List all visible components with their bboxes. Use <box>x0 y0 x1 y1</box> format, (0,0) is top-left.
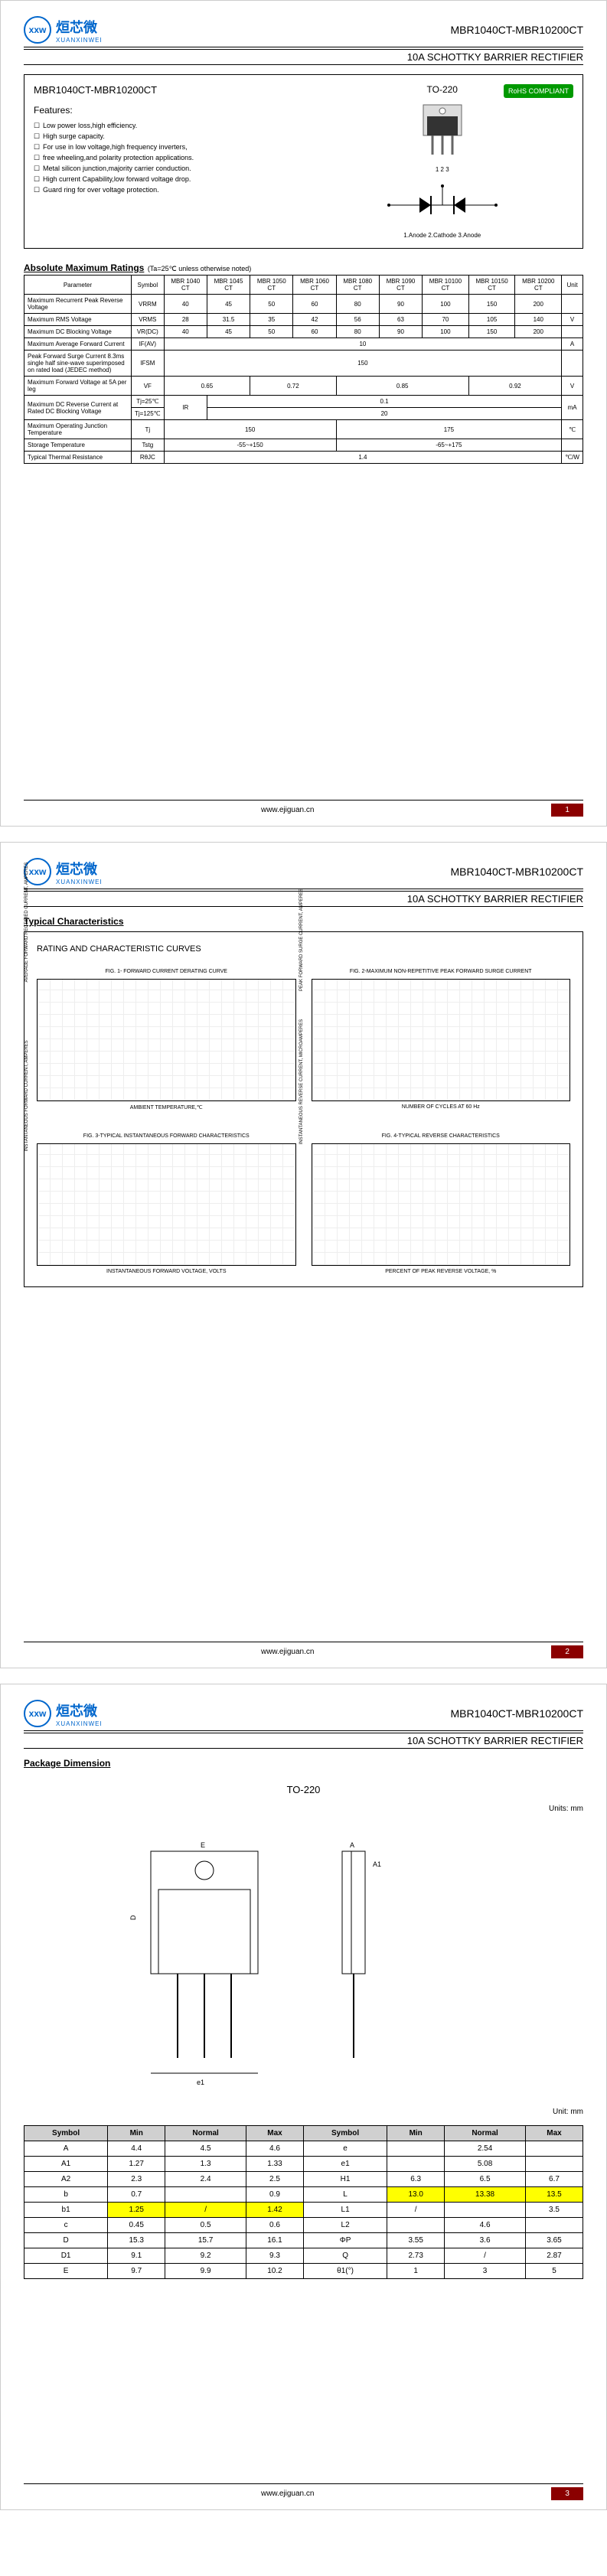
page-number: 3 <box>551 2487 583 2500</box>
features-heading: Features: <box>34 105 296 116</box>
chart: FIG. 2-MAXIMUM NON-REPETITIVE PEAK FORWA… <box>312 969 571 1110</box>
pin-numbers: 1 2 3 <box>312 166 574 173</box>
part-number: MBR1040CT-MBR10200CT <box>450 24 583 36</box>
header: xxw 烜芯微 XUANXINWEI MBR1040CT-MBR10200CT <box>24 1700 583 1731</box>
dimension-title: Package Dimension <box>24 1758 583 1769</box>
header: xxw 烜芯微 XUANXINWEI MBR1040CT-MBR10200CT <box>24 16 583 47</box>
footer: www.ejiguan.cn 1 <box>24 800 583 817</box>
feature-left: MBR1040CT-MBR10200CT Features: Low power… <box>34 84 296 239</box>
footer: www.ejiguan.cn 3 <box>24 2483 583 2500</box>
logo-en: XUANXINWEI <box>56 37 103 44</box>
chart: FIG. 3-TYPICAL INSTANTANEOUS FORWARD CHA… <box>37 1133 296 1274</box>
subtitle: 10A SCHOTTKY BARRIER RECTIFIER <box>24 49 583 65</box>
footer-url: www.ejiguan.cn <box>261 2490 314 2498</box>
features-list: Low power loss,high efficiency. High surg… <box>34 122 296 194</box>
logo-cn: 烜芯微 <box>56 17 103 37</box>
logo-text: 烜芯微 XUANXINWEI <box>56 17 103 44</box>
feature-item: free wheeling,and polarity protection ap… <box>34 154 296 161</box>
ratings-section: Absolute Maximum Ratings (Ta=25℃ unless … <box>24 261 583 464</box>
part-number: MBR1040CT-MBR10200CT <box>450 866 583 878</box>
logo-icon: xxw <box>24 16 51 44</box>
svg-text:E: E <box>201 1841 205 1849</box>
ratings-table: ParameterSymbolMBR 1040 CTMBR 1045 CTMBR… <box>24 275 583 464</box>
units-label: Units: mm <box>24 1805 583 1813</box>
feature-item: Metal silicon junction,majority carrier … <box>34 165 296 172</box>
to220-label: TO-220 <box>24 1784 583 1795</box>
logo: xxw 烜芯微 XUANXINWEI <box>24 858 103 885</box>
subtitle: 10A SCHOTTKY BARRIER RECTIFIER <box>24 1733 583 1749</box>
logo-icon: xxw <box>24 1700 51 1727</box>
svg-text:A1: A1 <box>373 1860 381 1868</box>
page-number: 1 <box>551 804 583 817</box>
svg-text:D: D <box>129 1915 137 1920</box>
feature-box: MBR1040CT-MBR10200CT Features: Low power… <box>24 74 583 249</box>
page-2: xxw 烜芯微 XUANXINWEI MBR1040CT-MBR10200CT … <box>0 842 607 1668</box>
logo-text: 烜芯微 XUANXINWEI <box>56 1700 103 1727</box>
ratings-title: Absolute Maximum Ratings <box>24 262 144 273</box>
feature-item: High surge capacity. <box>34 132 296 140</box>
dimension-table: SymbolMinNormalMaxSymbolMinNormalMaxA4.4… <box>24 2125 583 2279</box>
feature-item: Guard ring for over voltage protection. <box>34 186 296 194</box>
logo: xxw 烜芯微 XUANXINWEI <box>24 16 103 44</box>
package-drawing <box>408 101 477 162</box>
ratings-note: (Ta=25℃ unless otherwise noted) <box>148 265 251 272</box>
page-number: 2 <box>551 1645 583 1658</box>
feature-item: Low power loss,high efficiency. <box>34 122 296 129</box>
svg-text:A: A <box>350 1841 354 1849</box>
chart: FIG. 1- FORWARD CURRENT DERATING CURVE A… <box>37 969 296 1110</box>
units-label-2: Unit: mm <box>24 2108 583 2116</box>
dimension-drawing: D E A A1 e1 <box>24 1828 583 2092</box>
header: xxw 烜芯微 XUANXINWEI MBR1040CT-MBR10200CT <box>24 858 583 889</box>
feature-right: RoHS COMPLIANT TO-220 1 2 3 <box>312 84 574 239</box>
page-3: xxw 烜芯微 XUANXINWEI MBR1040CT-MBR10200CT … <box>0 1684 607 2510</box>
footer-url: www.ejiguan.cn <box>261 1648 314 1656</box>
diode-pins: 1.Anode 2.Cathode 3.Anode <box>312 232 574 239</box>
footer-url: www.ejiguan.cn <box>261 806 314 814</box>
logo: xxw 烜芯微 XUANXINWEI <box>24 1700 103 1727</box>
logo-text: 烜芯微 XUANXINWEI <box>56 859 103 885</box>
charts-box: RATING AND CHARACTERISTIC CURVES FIG. 1-… <box>24 931 583 1287</box>
feature-item: For use in low voltage,high frequency in… <box>34 143 296 151</box>
page-1: xxw 烜芯微 XUANXINWEI MBR1040CT-MBR10200CT … <box>0 0 607 827</box>
chart: FIG. 4-TYPICAL REVERSE CHARACTERISTICS I… <box>312 1133 571 1274</box>
box-title: MBR1040CT-MBR10200CT <box>34 84 296 96</box>
chart-grid: FIG. 1- FORWARD CURRENT DERATING CURVE A… <box>37 969 570 1274</box>
svg-text:e1: e1 <box>197 2079 204 2086</box>
part-number: MBR1040CT-MBR10200CT <box>450 1707 583 1720</box>
footer: www.ejiguan.cn 2 <box>24 1642 583 1658</box>
feature-item: High current Capability,low forward volt… <box>34 175 296 183</box>
rohs-badge: RoHS COMPLIANT <box>504 84 573 98</box>
schematic-icon <box>381 182 504 228</box>
